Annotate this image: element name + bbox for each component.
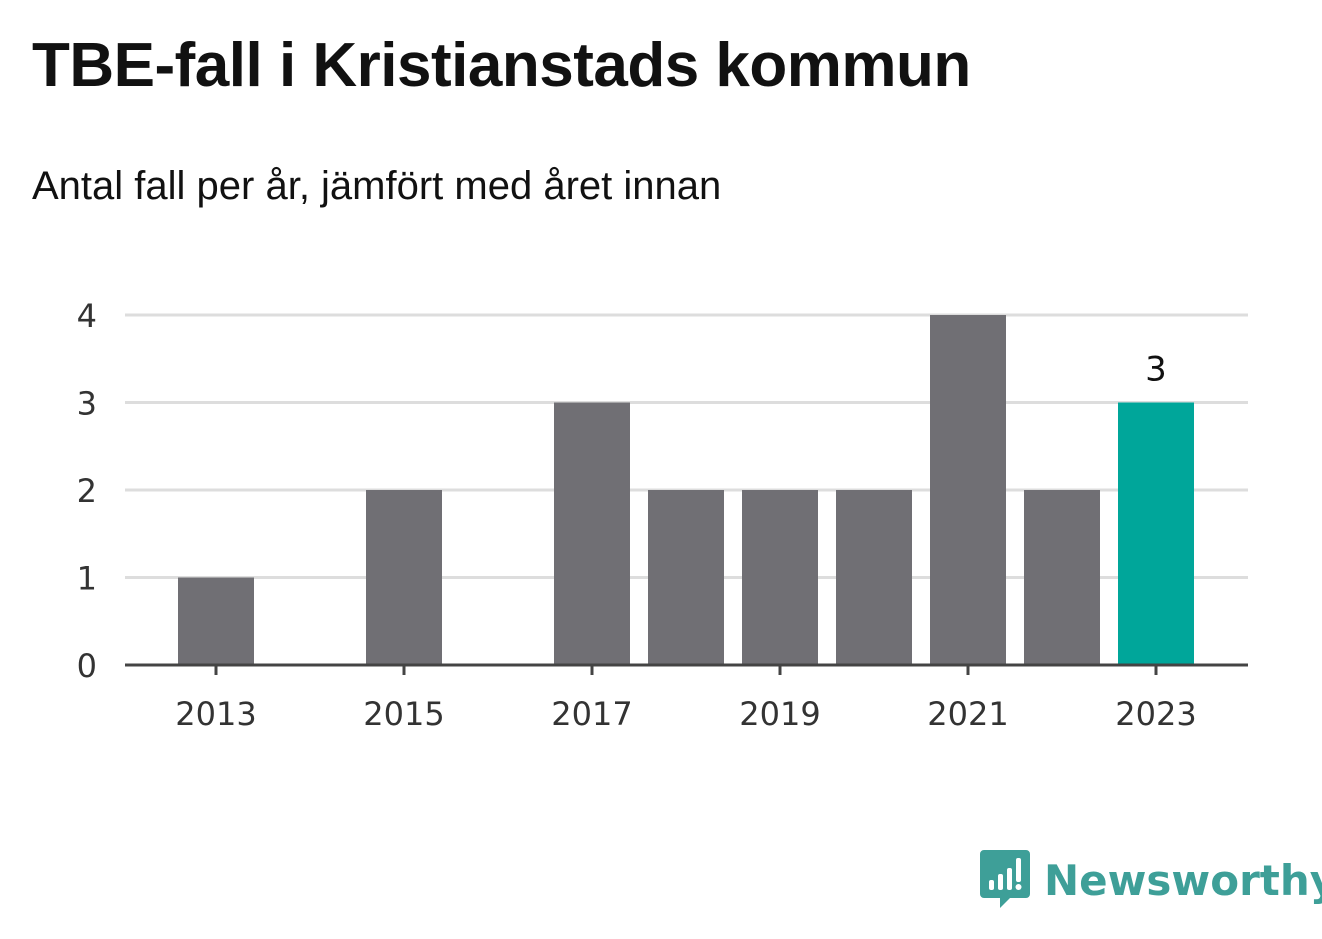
newsworthy-brand: Newsworthy	[980, 850, 1322, 910]
bar-2017	[554, 402, 630, 665]
y-tick-label: 1	[77, 560, 97, 598]
bar-2015	[366, 490, 442, 665]
bar-2021	[930, 315, 1006, 665]
x-tick-label: 2023	[1115, 695, 1196, 733]
x-tick-label: 2019	[739, 695, 820, 733]
bar-2018	[648, 490, 724, 665]
chart-subtitle: Antal fall per år, jämfört med året inna…	[32, 164, 722, 208]
x-tick-label: 2021	[927, 695, 1008, 733]
x-tick-label: 2015	[363, 695, 444, 733]
bar-2022	[1024, 490, 1100, 665]
bar-2019	[742, 490, 818, 665]
bar-2020	[836, 490, 912, 665]
x-tick-label: 2013	[175, 695, 256, 733]
data-label-2023: 3	[1145, 350, 1167, 390]
y-tick-label: 3	[77, 385, 97, 423]
bar-2023	[1118, 402, 1194, 665]
x-tick-label: 2017	[551, 695, 632, 733]
y-axis-labels: 0 1 2 3 4	[77, 297, 97, 685]
newsworthy-logo-icon	[980, 850, 1030, 908]
brand-name: Newsworthy	[1044, 855, 1322, 905]
x-axis-labels: 2013 2015 2017 2019 2021 2023	[175, 695, 1196, 733]
y-tick-label: 4	[77, 297, 97, 335]
y-tick-label: 0	[77, 647, 97, 685]
bars	[178, 315, 1194, 665]
bar-2013	[178, 577, 254, 665]
x-axis	[125, 663, 1248, 675]
chart-title: TBE-fall i Kristianstads kommun	[32, 31, 971, 100]
y-tick-label: 2	[77, 472, 97, 510]
data-labels: 3	[1145, 350, 1167, 390]
